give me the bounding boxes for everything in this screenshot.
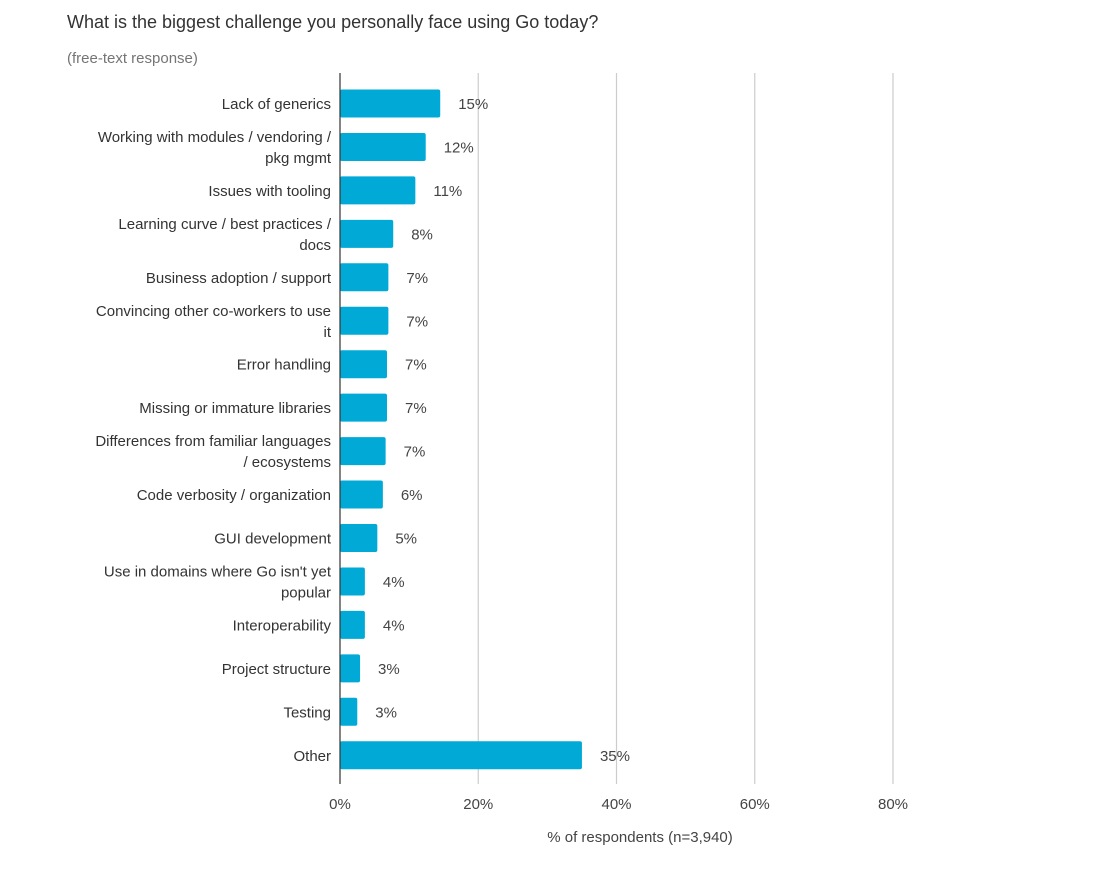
chart-subtitle: (free-text response): [67, 50, 198, 67]
x-tick-label: 40%: [601, 796, 631, 813]
category-label: Code verbosity / organization: [137, 487, 331, 504]
category-label: Other: [293, 748, 331, 765]
category-label: Interoperability: [233, 617, 332, 634]
data-label: 12%: [444, 139, 474, 156]
category-label: Learning curve / best practices / docs: [118, 216, 331, 254]
bar: [340, 697, 358, 726]
category-label: Business adoption / support: [146, 270, 332, 287]
category-label: Lack of generics: [222, 96, 331, 113]
x-axis-title: % of respondents (n=3,940): [547, 829, 733, 846]
data-label: 7%: [406, 313, 428, 330]
category-label: Convincing other co-workers to use it: [96, 303, 332, 341]
bar: [340, 480, 383, 509]
bar: [340, 263, 389, 292]
category-label: Error handling: [237, 357, 331, 374]
data-label: 6%: [401, 487, 423, 504]
bar: [340, 350, 388, 379]
bar: [340, 132, 426, 161]
bar: [340, 219, 394, 248]
category-label: GUI development: [214, 531, 332, 548]
data-label: 8%: [411, 226, 433, 243]
data-label: 4%: [383, 574, 405, 591]
data-label: 11%: [433, 183, 462, 200]
bar: [340, 524, 378, 552]
category-label: Working with modules / vendoring / pkg mg…: [98, 129, 332, 167]
bar: [340, 437, 386, 466]
bar: [340, 567, 365, 596]
bar: [340, 610, 365, 639]
category-label: Project structure: [222, 661, 331, 678]
bar: [340, 89, 441, 118]
data-label: 15%: [458, 96, 488, 113]
data-label: 3%: [375, 704, 397, 721]
chart-title: What is the biggest challenge you person…: [67, 12, 599, 32]
x-tick-label: 20%: [463, 796, 493, 813]
bar: [340, 741, 582, 770]
x-tick-label: 60%: [740, 796, 770, 813]
bar: [340, 176, 416, 205]
data-label: 7%: [404, 444, 426, 461]
x-tick-label: 0%: [329, 796, 351, 813]
category-label: Missing or immature libraries: [139, 400, 331, 417]
data-label: 7%: [406, 270, 428, 287]
category-label: Testing: [283, 704, 331, 721]
data-label: 35%: [600, 748, 630, 765]
bar: [340, 393, 388, 422]
data-label: 3%: [378, 661, 400, 678]
bar: [340, 306, 389, 335]
data-label: 4%: [383, 617, 405, 634]
category-label: Issues with tooling: [208, 183, 331, 200]
data-label: 7%: [405, 357, 427, 374]
category-label: Use in domains where Go isn't yet popular: [104, 563, 332, 601]
data-label: 5%: [395, 531, 417, 548]
bar: [340, 654, 361, 683]
data-label: 7%: [405, 400, 427, 417]
category-label: Differences from familiar languages / eco…: [95, 433, 331, 471]
x-tick-label: 80%: [878, 796, 908, 813]
